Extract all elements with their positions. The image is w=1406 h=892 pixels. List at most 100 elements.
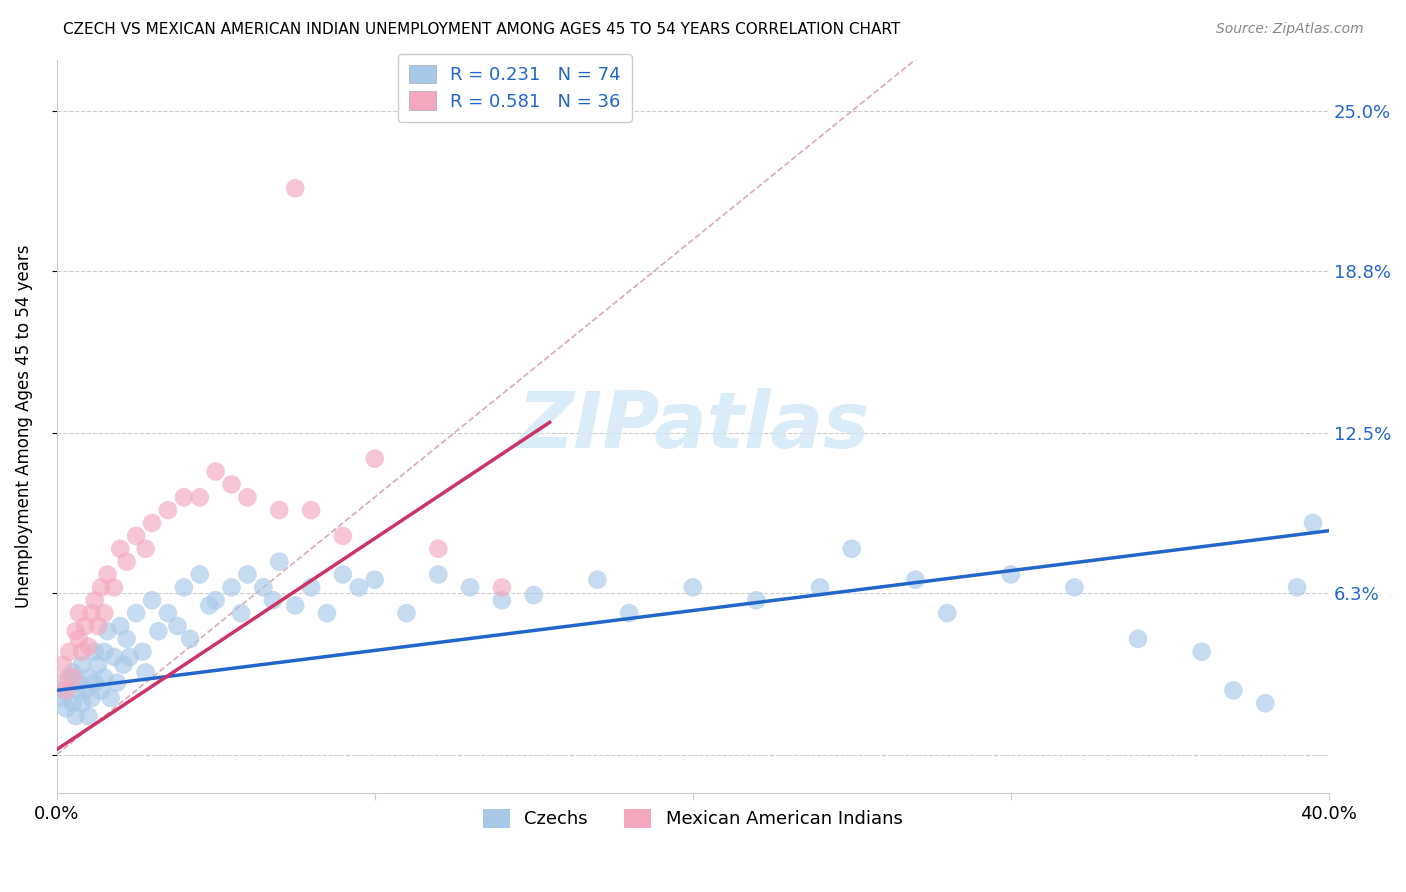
Point bbox=[299, 503, 322, 517]
Point bbox=[363, 451, 385, 466]
Point bbox=[65, 709, 87, 723]
Point bbox=[745, 593, 768, 607]
Point bbox=[1063, 581, 1085, 595]
Point bbox=[77, 709, 100, 723]
Point bbox=[90, 683, 112, 698]
Point bbox=[269, 555, 291, 569]
Point bbox=[115, 555, 138, 569]
Point bbox=[55, 701, 77, 715]
Point bbox=[316, 606, 339, 620]
Point bbox=[617, 606, 640, 620]
Point bbox=[112, 657, 135, 672]
Point bbox=[135, 665, 157, 680]
Point bbox=[221, 477, 243, 491]
Point bbox=[75, 683, 97, 698]
Point bbox=[427, 567, 450, 582]
Point bbox=[1254, 696, 1277, 710]
Point bbox=[156, 503, 179, 517]
Point bbox=[936, 606, 959, 620]
Point bbox=[332, 529, 354, 543]
Point bbox=[52, 691, 75, 706]
Point bbox=[1191, 645, 1213, 659]
Point bbox=[427, 541, 450, 556]
Point bbox=[65, 624, 87, 639]
Point bbox=[77, 640, 100, 654]
Point bbox=[166, 619, 188, 633]
Point bbox=[93, 645, 115, 659]
Point bbox=[1000, 567, 1022, 582]
Point bbox=[103, 581, 125, 595]
Point bbox=[229, 606, 252, 620]
Point bbox=[188, 490, 211, 504]
Point bbox=[252, 581, 274, 595]
Text: ZIPatlas: ZIPatlas bbox=[516, 389, 869, 465]
Point bbox=[682, 581, 704, 595]
Point bbox=[118, 649, 141, 664]
Point bbox=[523, 588, 546, 602]
Point bbox=[100, 691, 122, 706]
Point bbox=[67, 632, 90, 646]
Point bbox=[363, 573, 385, 587]
Point bbox=[90, 581, 112, 595]
Point bbox=[236, 567, 259, 582]
Point bbox=[55, 683, 77, 698]
Point bbox=[52, 657, 75, 672]
Point bbox=[58, 645, 80, 659]
Point bbox=[62, 665, 84, 680]
Point bbox=[80, 691, 103, 706]
Point bbox=[904, 573, 927, 587]
Point bbox=[1126, 632, 1149, 646]
Point bbox=[49, 675, 72, 690]
Point bbox=[1302, 516, 1324, 530]
Point bbox=[115, 632, 138, 646]
Point bbox=[173, 490, 195, 504]
Point bbox=[131, 645, 153, 659]
Point bbox=[96, 624, 118, 639]
Point bbox=[284, 599, 307, 613]
Point bbox=[347, 581, 370, 595]
Point bbox=[332, 567, 354, 582]
Legend: Czechs, Mexican American Indians: Czechs, Mexican American Indians bbox=[475, 802, 910, 836]
Point bbox=[105, 675, 128, 690]
Point bbox=[262, 593, 284, 607]
Point bbox=[96, 567, 118, 582]
Point bbox=[67, 606, 90, 620]
Point bbox=[67, 675, 90, 690]
Point bbox=[269, 503, 291, 517]
Point bbox=[93, 606, 115, 620]
Point bbox=[841, 541, 863, 556]
Point bbox=[103, 649, 125, 664]
Point bbox=[141, 516, 163, 530]
Y-axis label: Unemployment Among Ages 45 to 54 years: Unemployment Among Ages 45 to 54 years bbox=[15, 244, 32, 608]
Point bbox=[49, 683, 72, 698]
Point bbox=[62, 696, 84, 710]
Point bbox=[110, 619, 132, 633]
Point bbox=[156, 606, 179, 620]
Point bbox=[65, 683, 87, 698]
Point bbox=[221, 581, 243, 595]
Text: CZECH VS MEXICAN AMERICAN INDIAN UNEMPLOYMENT AMONG AGES 45 TO 54 YEARS CORRELAT: CZECH VS MEXICAN AMERICAN INDIAN UNEMPLO… bbox=[63, 22, 900, 37]
Point bbox=[58, 671, 80, 685]
Point bbox=[141, 593, 163, 607]
Point bbox=[75, 619, 97, 633]
Point bbox=[586, 573, 609, 587]
Point bbox=[148, 624, 170, 639]
Point bbox=[80, 606, 103, 620]
Point bbox=[204, 593, 226, 607]
Point bbox=[87, 657, 110, 672]
Point bbox=[179, 632, 201, 646]
Point bbox=[198, 599, 221, 613]
Point bbox=[808, 581, 831, 595]
Point bbox=[110, 541, 132, 556]
Point bbox=[395, 606, 418, 620]
Point bbox=[236, 490, 259, 504]
Point bbox=[62, 671, 84, 685]
Point bbox=[458, 581, 481, 595]
Point bbox=[70, 645, 93, 659]
Point bbox=[1286, 581, 1309, 595]
Point bbox=[135, 541, 157, 556]
Point bbox=[188, 567, 211, 582]
Point bbox=[125, 606, 148, 620]
Point bbox=[173, 581, 195, 595]
Point bbox=[1222, 683, 1244, 698]
